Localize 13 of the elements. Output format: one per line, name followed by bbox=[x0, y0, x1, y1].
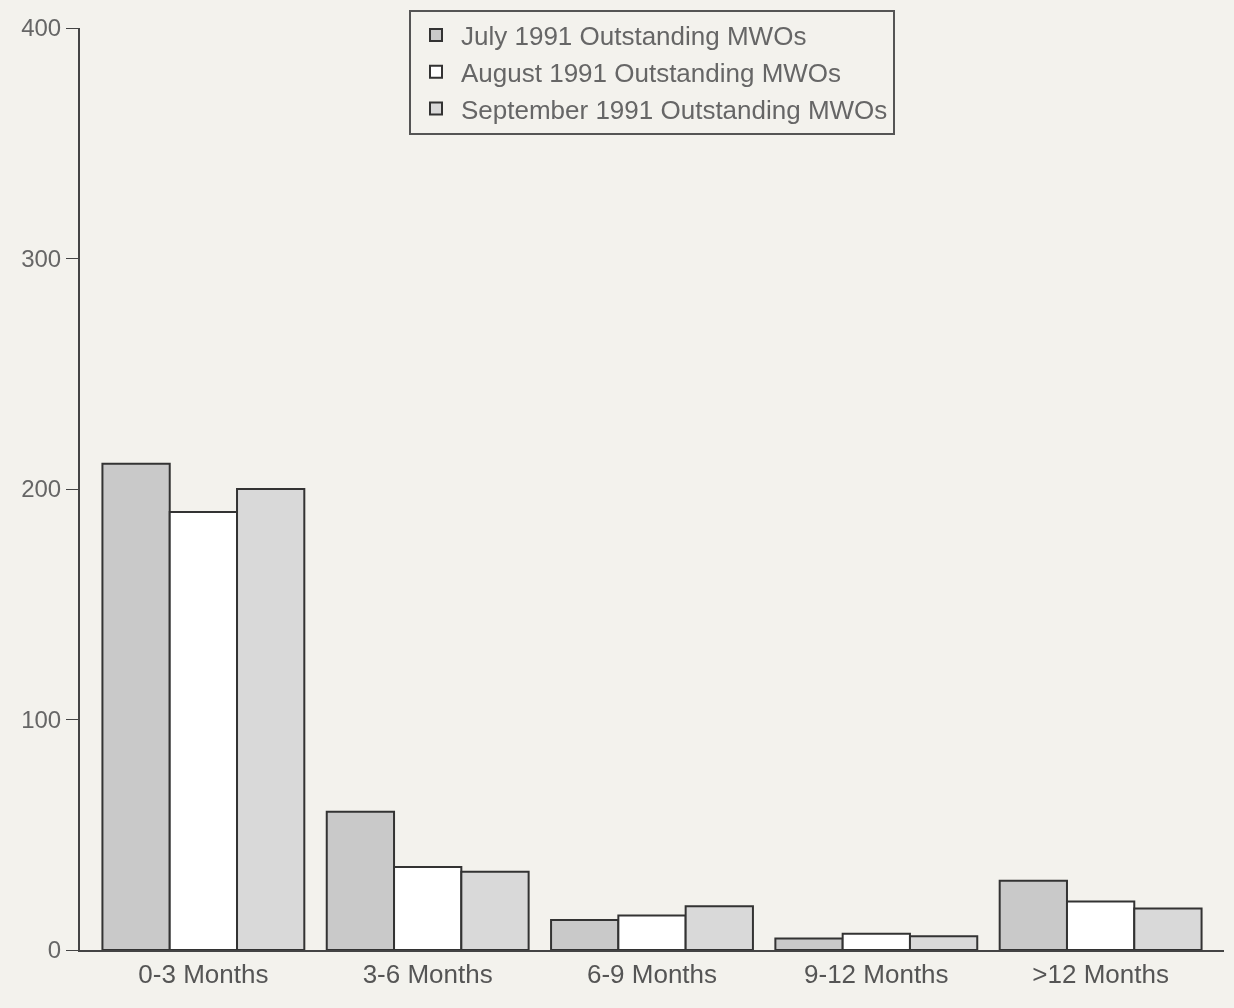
y-tick-label: 200 bbox=[21, 475, 62, 503]
y-tick-label: 400 bbox=[21, 14, 62, 42]
y-tick-label: 300 bbox=[21, 244, 62, 272]
x-tick-label: >12 Months bbox=[1032, 959, 1169, 990]
x-tick-label: 3-6 Months bbox=[362, 959, 493, 990]
x-tick-label: 9-12 Months bbox=[804, 959, 949, 990]
x-tick-label: 6-9 Months bbox=[586, 959, 718, 990]
legend-label: July 1991 Outstanding MWOs bbox=[461, 21, 807, 52]
y-tick-label: 100 bbox=[21, 705, 62, 733]
legend-label: August 1991 Outstanding MWOs bbox=[461, 57, 842, 88]
y-tick-label: 0 bbox=[47, 936, 62, 964]
legend-label: September 1991 Outstanding MWOs bbox=[461, 94, 888, 125]
x-tick-label: 0-3 Months bbox=[138, 959, 269, 990]
